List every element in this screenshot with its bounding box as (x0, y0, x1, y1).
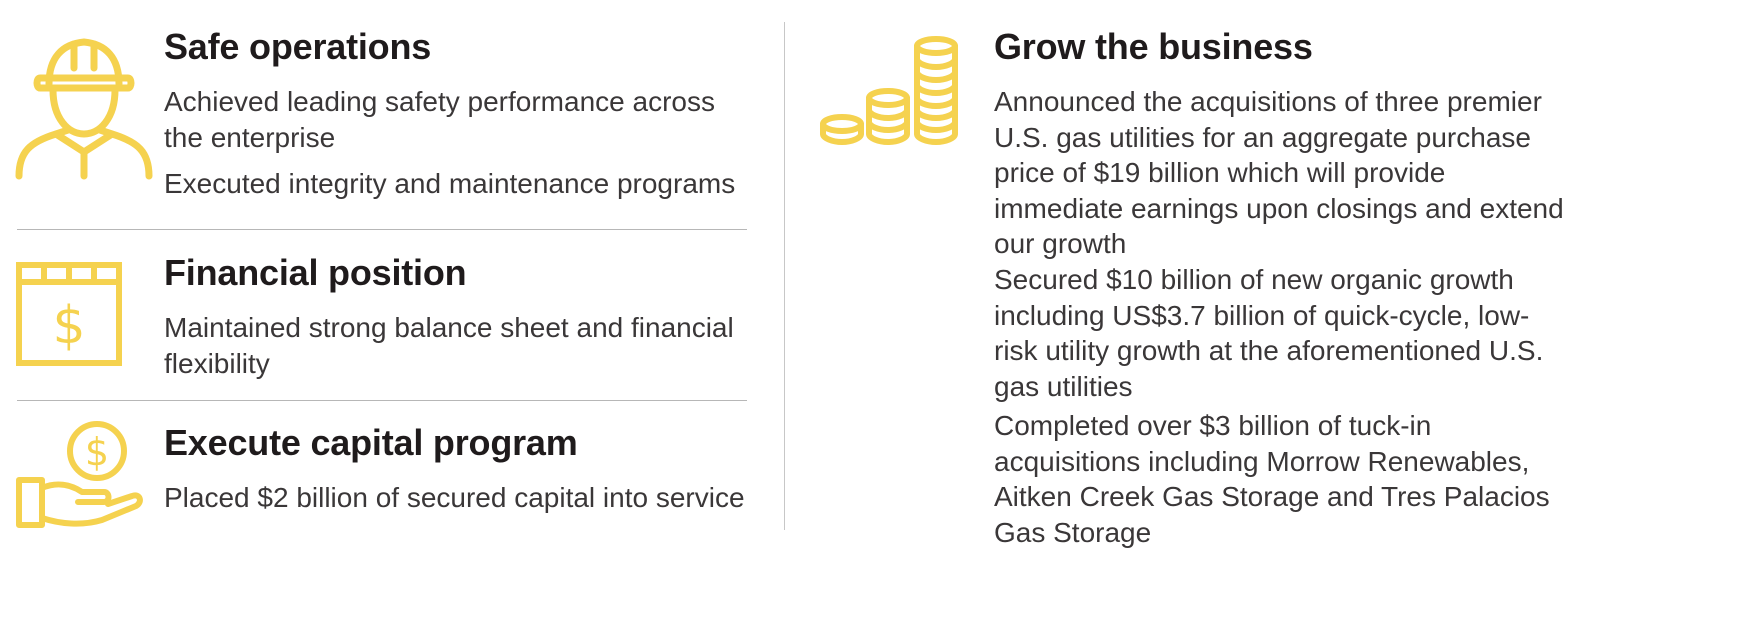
svg-text:$: $ (85, 430, 109, 474)
safe-operations-item-2: Executed integrity and maintenance progr… (164, 168, 736, 199)
financial-position-item-1: Maintained strong balance sheet and fina… (164, 312, 734, 379)
financial-position-title: Financial position (164, 252, 467, 293)
column-divider (784, 22, 785, 530)
svg-text:$: $ (52, 296, 85, 356)
hand-coin-icon: $ (16, 420, 146, 530)
execute-capital-program-title: Execute capital program (164, 422, 578, 463)
grow-the-business-item-1: Announced the acquisitions of three prem… (994, 86, 1564, 259)
coin-stacks-icon (820, 36, 960, 148)
grow-the-business-item-2: Secured $10 billion of new organic growt… (994, 264, 1544, 402)
grow-the-business-item-3: Completed over $3 billion of tuck-in acq… (994, 410, 1550, 548)
safe-operations-item-1: Achieved leading safety performance acro… (164, 86, 715, 153)
grow-the-business-title: Grow the business (994, 26, 1313, 67)
execute-capital-program-item-1: Placed $2 billion of secured capital int… (164, 482, 745, 513)
worker-hard-hat-icon (15, 34, 153, 180)
safe-operations-title: Safe operations (164, 26, 432, 67)
calendar-dollar-icon: $ (16, 262, 122, 368)
divider (17, 229, 747, 230)
divider (17, 400, 747, 401)
